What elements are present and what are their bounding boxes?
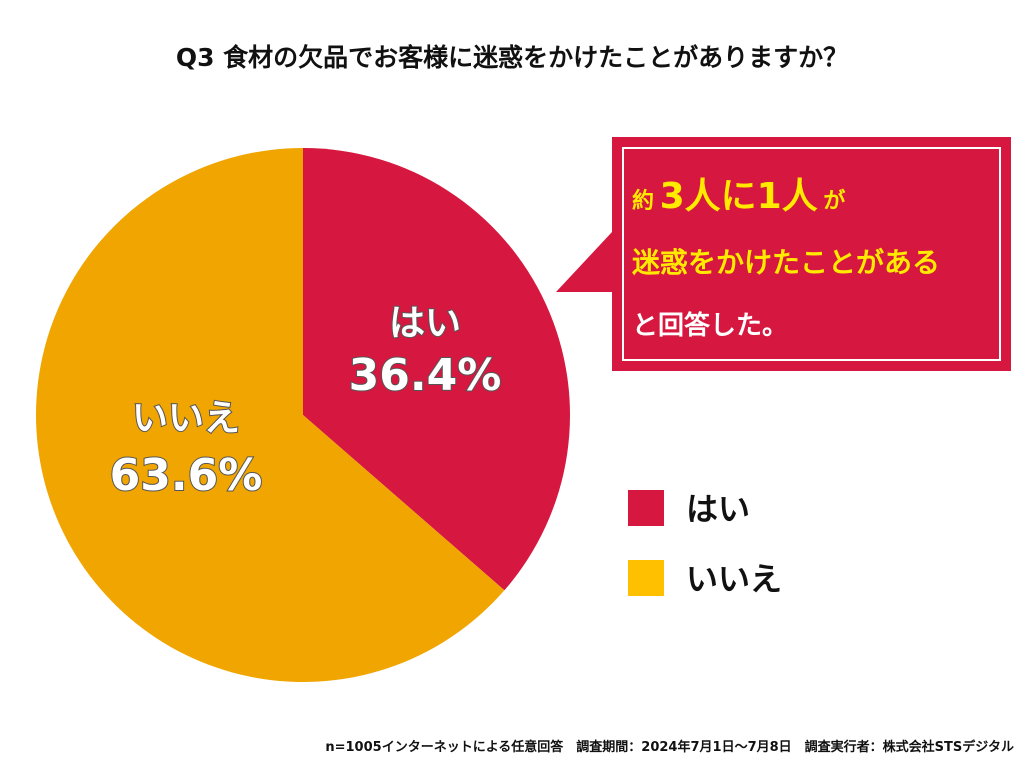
chart-title: Q3 食材の欠品でお客様に迷惑をかけたことがありますか？ — [175, 43, 849, 72]
callout-box: 約 3人に1人 が 迷惑をかけたことがある と回答した。 — [612, 137, 1011, 371]
callout-pointer — [556, 232, 612, 292]
pie-slice-no — [36, 148, 505, 682]
callout-prefix: 約 — [632, 189, 655, 214]
callout-mid: に — [720, 176, 757, 217]
legend-swatch-yes — [628, 490, 664, 526]
slice-label-yes: はい — [389, 303, 461, 344]
pie-slice-yes — [303, 148, 571, 591]
legend-label-yes: はい — [686, 490, 751, 528]
legend-swatch-no — [628, 560, 664, 596]
callout-border — [622, 147, 1001, 361]
callout-suffix: が — [823, 189, 846, 214]
callout-line-1: 約 3人に1人 が — [632, 167, 845, 219]
callout-num2: 1人 — [756, 176, 818, 217]
slice-value-no: 63.6% — [110, 450, 263, 501]
callout-line-2: 迷惑をかけたことがある — [632, 246, 941, 279]
survey-footnote: n=1005インターネットによる任意回答 調査期間：2024年7月1日〜7月8日… — [325, 740, 1014, 755]
slice-label-no: いいえ — [132, 398, 240, 439]
callout-line-3: と回答した。 — [632, 311, 789, 341]
callout-num1: 3人 — [659, 176, 721, 217]
legend-label-no: いいえ — [686, 560, 783, 598]
slice-value-yes: 36.4% — [349, 350, 502, 401]
